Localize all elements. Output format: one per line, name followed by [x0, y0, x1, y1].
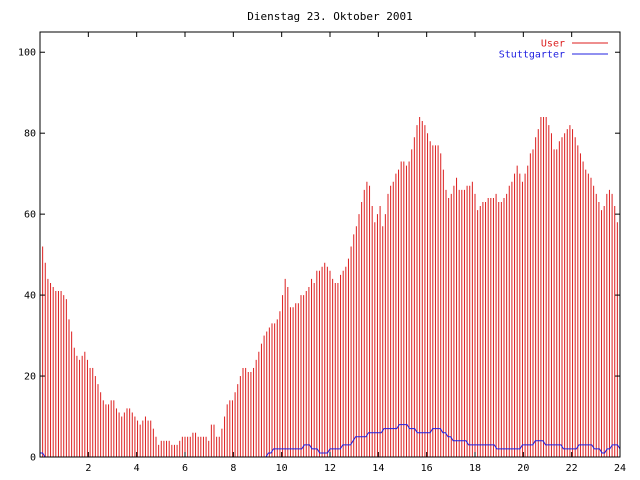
y-tick-label: 20	[24, 372, 36, 383]
x-tick-label: 14	[372, 463, 384, 474]
y-tick-label: 60	[24, 210, 36, 221]
x-tick-label: 2	[85, 463, 91, 474]
x-tick-label: 10	[276, 463, 288, 474]
x-tick-label: 12	[324, 463, 336, 474]
x-tick-label: 6	[182, 463, 188, 474]
x-tick-label: 20	[517, 463, 529, 474]
x-tick-label: 18	[469, 463, 481, 474]
legend-label: User	[541, 39, 565, 50]
y-tick-label: 80	[24, 129, 36, 140]
legend-label: Stuttgarter	[499, 50, 565, 61]
x-tick-label: 24	[614, 463, 626, 474]
x-tick-label: 4	[134, 463, 140, 474]
x-tick-label: 8	[230, 463, 236, 474]
x-tick-label: 22	[566, 463, 578, 474]
y-tick-label: 100	[18, 48, 36, 59]
user-bars	[39, 117, 621, 457]
x-tick-label: 16	[421, 463, 433, 474]
y-tick-label: 40	[24, 291, 36, 302]
y-tick-label: 0	[30, 453, 36, 464]
chart-title: Dienstag 23. Oktober 2001	[247, 10, 413, 23]
